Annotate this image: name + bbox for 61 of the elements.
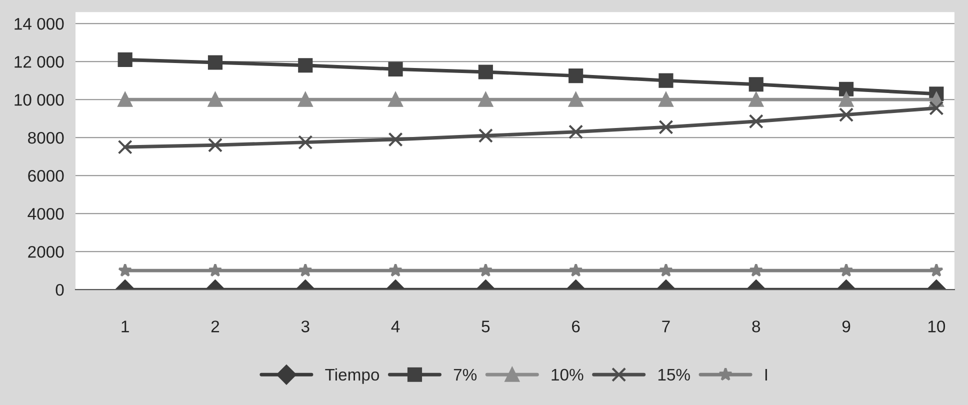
y-tick-label: 10 000 [14, 94, 64, 106]
point [208, 138, 223, 152]
point [748, 77, 764, 92]
point [929, 263, 944, 277]
y-tick-label: 2000 [28, 246, 64, 258]
point [929, 100, 944, 116]
point [208, 92, 223, 107]
point [478, 92, 493, 107]
point [388, 132, 403, 147]
y-tick-label: 6000 [28, 170, 64, 182]
point [478, 64, 493, 80]
legend-label: Tiempo [325, 368, 380, 384]
point [118, 92, 132, 107]
y-tick-label: 12 000 [14, 56, 64, 68]
x-tick-label: 7 [662, 320, 670, 332]
point [118, 140, 132, 154]
y-tick-label: 8000 [28, 132, 64, 144]
point [568, 124, 584, 140]
legend-label: I [765, 368, 767, 380]
x-tick-label: 5 [482, 320, 490, 332]
point [838, 82, 854, 96]
point [208, 55, 223, 70]
point [839, 263, 854, 277]
point [748, 92, 764, 107]
point [838, 107, 854, 122]
point [388, 92, 403, 107]
y-tick-label: 14 000 [14, 18, 64, 30]
x-tick-label: 3 [301, 320, 310, 332]
point [298, 263, 312, 277]
point [658, 92, 674, 107]
y-tick-label: 0 [56, 284, 64, 296]
x-tick-label: 9 [842, 320, 850, 332]
point [568, 68, 584, 84]
point [388, 263, 403, 277]
point [298, 135, 313, 150]
point [658, 263, 673, 277]
point [478, 128, 493, 143]
point [208, 263, 222, 277]
x-tick-label: 6 [572, 320, 580, 332]
point [478, 263, 493, 277]
point [118, 263, 132, 277]
point [298, 58, 313, 73]
x-tick-label: 4 [391, 320, 400, 332]
legend-label: 7% [454, 368, 477, 381]
x-tick-label: 1 [122, 320, 129, 332]
y-tick-label: 4000 [28, 208, 64, 220]
point [748, 114, 764, 129]
point [658, 120, 674, 134]
point [568, 263, 583, 277]
point [749, 263, 764, 277]
legend-label: 10% [552, 368, 584, 381]
point [298, 92, 313, 107]
x-tick-label: 10 [928, 320, 946, 332]
point [838, 92, 854, 107]
point [118, 52, 132, 67]
point [568, 92, 584, 107]
x-tick-label: 2 [211, 320, 220, 332]
x-tick-label: 8 [752, 320, 760, 332]
point [658, 73, 674, 88]
legend-label: 15% [658, 368, 690, 381]
point [388, 62, 403, 76]
